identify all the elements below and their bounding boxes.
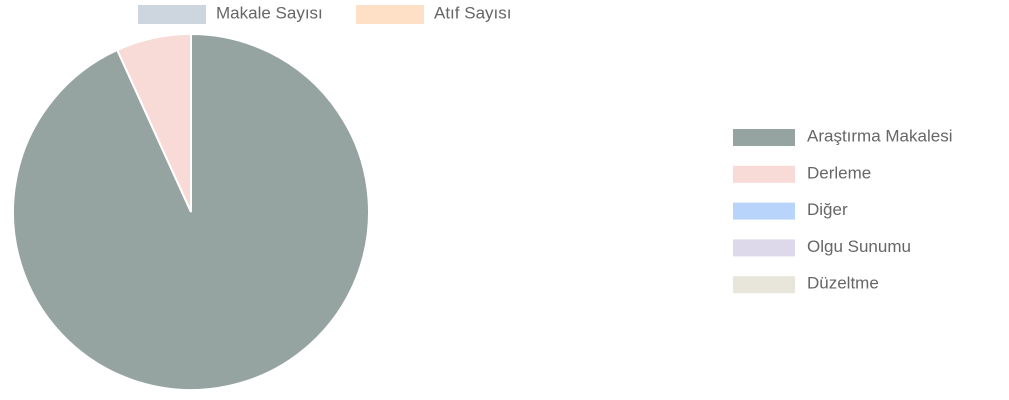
pie-slice bbox=[115, 32, 192, 213]
legend-swatch[interactable] bbox=[356, 5, 424, 24]
legend-swatch[interactable] bbox=[733, 165, 795, 183]
legend-label[interactable]: Diğer bbox=[807, 200, 848, 219]
legend-label[interactable]: Atıf Sayısı bbox=[434, 3, 511, 22]
legend-swatch[interactable] bbox=[733, 202, 795, 220]
legend-swatch[interactable] bbox=[733, 239, 795, 257]
legend-swatch[interactable] bbox=[138, 5, 206, 24]
legend-label[interactable]: Makale Sayısı bbox=[216, 3, 323, 22]
legend-label[interactable]: Olgu Sunumu bbox=[807, 237, 911, 256]
legend-label[interactable]: Araştırma Makalesi bbox=[807, 126, 952, 145]
legend-swatch[interactable] bbox=[733, 276, 795, 294]
legend-label[interactable]: Düzeltme bbox=[807, 274, 879, 293]
legend-label[interactable]: Derleme bbox=[807, 163, 871, 182]
legend-swatch[interactable] bbox=[733, 129, 795, 146]
